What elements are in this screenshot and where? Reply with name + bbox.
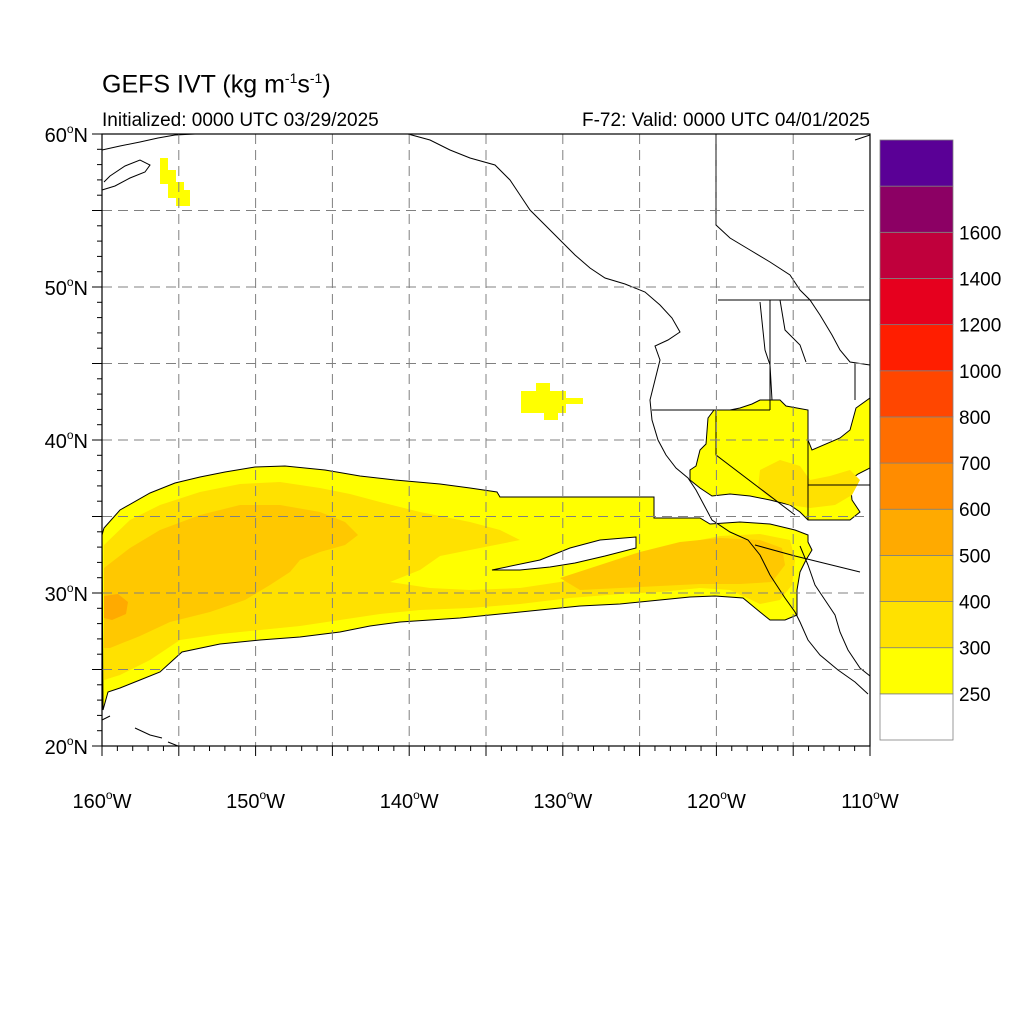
colorbar-label: 1600 (959, 223, 1001, 244)
colorbar-label: 800 (959, 408, 991, 429)
lon-tick-label: 150oW (226, 788, 285, 813)
colorbar-label: 1000 (959, 362, 1001, 383)
colorbar-label: 1400 (959, 269, 1001, 290)
colorbar-swatch (879, 601, 954, 649)
colorbar-swatch (879, 693, 954, 741)
lat-tick-label: 20oN (45, 734, 88, 759)
initialized-time: Initialized: 0000 UTC 03/29/2025 (102, 110, 379, 131)
colorbar-swatch (879, 185, 954, 233)
ivt-blob-alaska (160, 158, 190, 206)
colorbar-label: 600 (959, 500, 991, 521)
colorbar-swatch (879, 416, 954, 464)
map-gridlines (102, 134, 870, 746)
valid-time: F-72: Valid: 0000 UTC 04/01/2025 (582, 110, 870, 131)
colorbar-swatch (879, 647, 954, 695)
colorbar-swatch (879, 508, 954, 556)
colorbar-label: 250 (959, 685, 991, 706)
colorbar-swatch (879, 324, 954, 372)
map-title: GEFS IVT (kg m-1s-1) (102, 70, 331, 99)
colorbar-label: 500 (959, 546, 991, 567)
colorbar-swatch (879, 370, 954, 418)
lon-tick-label: 160oW (73, 788, 132, 813)
colorbar-swatch (879, 139, 954, 187)
ivt-hole (491, 536, 637, 571)
ivt-great-basin (689, 397, 871, 521)
ivt-core-400-east (560, 538, 785, 590)
ivt-blob-central (521, 383, 583, 420)
colorbar-swatch (879, 231, 954, 279)
colorbar-label: 400 (959, 593, 991, 614)
colorbar-swatch (879, 554, 954, 602)
colorbar-label: 1200 (959, 316, 1001, 337)
ivt-shading (101, 158, 871, 711)
lat-tick-label: 40oN (45, 428, 88, 453)
lat-tick-label: 30oN (45, 581, 88, 606)
lon-axis: 160oW 150oW 140oW 130oW 120oW 110oW (73, 746, 899, 813)
colorbar-label: 300 (959, 639, 991, 660)
colorbar-swatch (879, 278, 954, 326)
lat-tick-label: 60oN (45, 122, 88, 147)
coastlines (101, 133, 871, 747)
lat-tick-label: 50oN (45, 275, 88, 300)
lat-axis: 60oN 50oN 40oN 30oN 20oN (45, 122, 102, 759)
ivt-peak-500 (104, 594, 128, 620)
ivt-great-basin-inner (758, 460, 860, 508)
lon-tick-label: 120oW (687, 788, 746, 813)
lon-tick-label: 110oW (841, 788, 899, 813)
colorbar-swatch (879, 462, 954, 510)
ivt-colorbar: 250 300 400 500 600 700 800 1000 1200 1400 1600 (879, 139, 1001, 741)
lon-tick-label: 140oW (380, 788, 439, 813)
lon-tick-label: 130oW (533, 788, 592, 813)
ivt-plume-400 (104, 505, 358, 648)
colorbar-label: 700 (959, 454, 991, 475)
